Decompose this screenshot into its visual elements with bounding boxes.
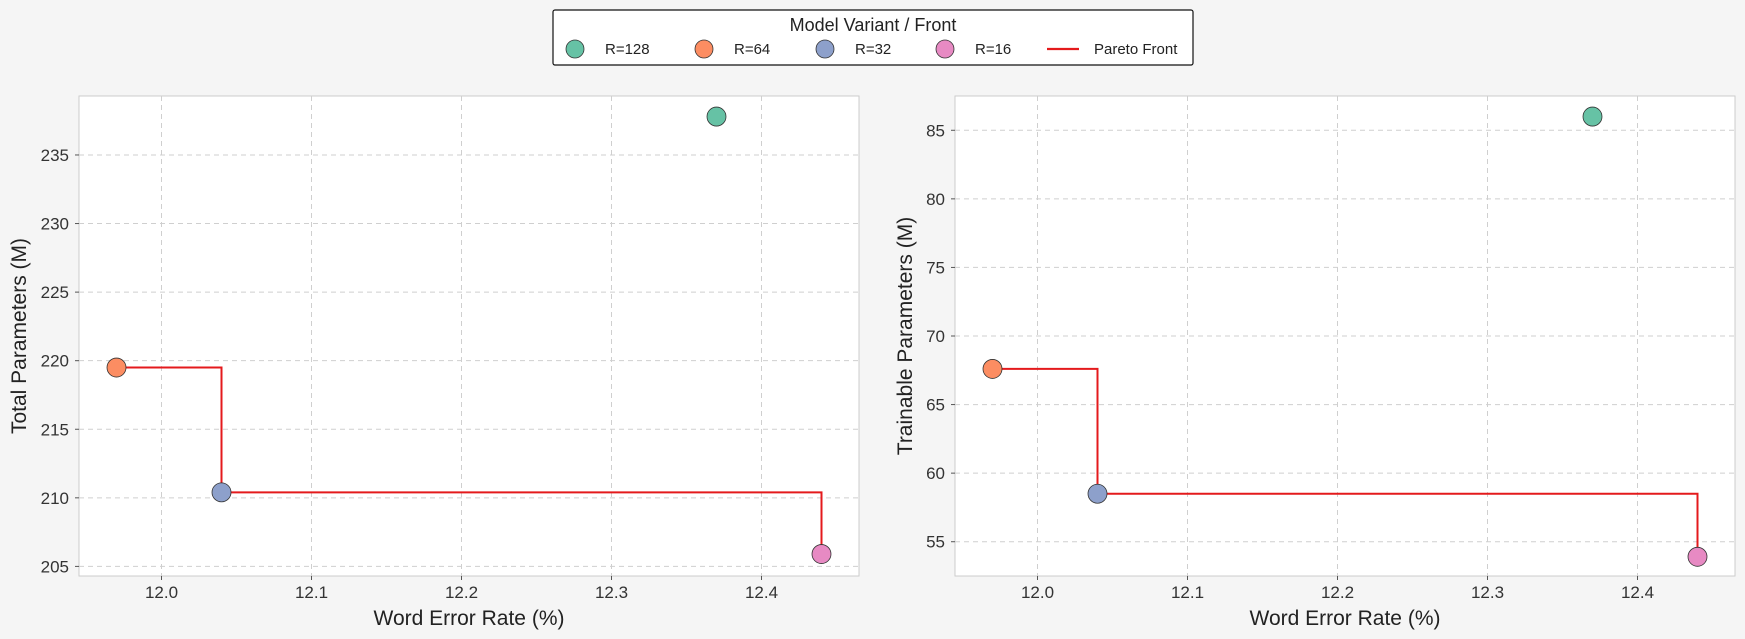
x-tick-label: 12.4: [745, 583, 778, 602]
legend-swatch-marker: [565, 39, 585, 59]
point-r-32: [1087, 483, 1108, 504]
point-r-16: [1687, 546, 1708, 567]
y-tick-label: 215: [41, 420, 69, 439]
x-tick-label: 12.2: [1321, 583, 1354, 602]
y-tick-labels: 205 210 215 220 225 230 235: [41, 146, 79, 576]
y-tick-label: 230: [41, 215, 69, 234]
y-tick-labels: 55 60 65 70 75 80 85: [926, 121, 955, 552]
x-axis-label: Word Error Rate (%): [374, 607, 565, 630]
y-axis-label: Trainable Parameters (M): [894, 217, 917, 455]
y-tick-label: 235: [41, 146, 69, 165]
y-tick-label: 65: [926, 396, 945, 415]
y-tick-label: 210: [41, 489, 69, 508]
legend-swatch-marker: [815, 39, 835, 59]
legend-items: R=128 R=64 R=32 R=16 Pareto Front: [565, 39, 1178, 59]
point-r-128: [706, 106, 727, 127]
y-tick-label: 80: [926, 190, 945, 209]
y-tick-label: 205: [41, 557, 69, 576]
y-tick-label: 55: [926, 533, 945, 552]
x-tick-label: 12.0: [1021, 583, 1054, 602]
point-r-32: [211, 482, 232, 503]
y-axis-label: Total Parameters (M): [8, 238, 31, 434]
y-tick-label: 85: [926, 121, 945, 140]
plot-area: [78, 95, 860, 577]
legend: Model Variant / Front R=128 R=64 R=32 R=16 P…: [552, 9, 1194, 66]
legend-item-r-128: R=128: [565, 39, 650, 59]
data-points: [106, 106, 832, 564]
x-tick-label: 12.3: [595, 583, 628, 602]
y-tick-label: 60: [926, 464, 945, 483]
x-tick-labels: 12.0 12.1 12.2 12.3 12.4: [1021, 576, 1654, 602]
point-r-64: [106, 357, 127, 378]
grid: [955, 96, 1735, 576]
point-r-128: [1582, 106, 1603, 127]
legend-label: R=64: [734, 41, 770, 58]
x-tick-label: 12.1: [1171, 583, 1204, 602]
x-tick-label: 12.3: [1471, 583, 1504, 602]
chart-panel-total-params: 12.0 12.1 12.2 12.3 12.4 205 210 215 220 225 230 23…: [8, 95, 860, 630]
y-tick-label: 220: [41, 352, 69, 371]
legend-swatch-marker: [935, 39, 955, 59]
legend-label: Pareto Front: [1094, 41, 1178, 58]
x-tick-label: 12.2: [445, 583, 478, 602]
legend-label: R=32: [855, 41, 891, 58]
point-r-16: [811, 544, 832, 564]
legend-item-r-16: R=16: [935, 39, 1011, 59]
x-tick-labels: 12.0 12.1 12.2 12.3 12.4: [145, 576, 778, 602]
legend-title: Model Variant / Front: [790, 15, 957, 35]
x-axis-label: Word Error Rate (%): [1250, 607, 1441, 630]
x-tick-label: 12.1: [295, 583, 328, 602]
x-tick-label: 12.4: [1621, 583, 1654, 602]
grid: [79, 96, 859, 576]
y-tick-label: 75: [926, 258, 945, 277]
legend-item-r-64: R=64: [694, 39, 770, 59]
legend-label: R=16: [975, 41, 1011, 58]
legend-item-r-32: R=32: [815, 39, 891, 59]
legend-label: R=128: [605, 41, 650, 58]
x-tick-label: 12.0: [145, 583, 178, 602]
y-tick-label: 225: [41, 283, 69, 302]
data-points: [982, 106, 1708, 567]
chart-panel-trainable-params: 12.0 12.1 12.2 12.3 12.4 55 60 65 70 75 80 85 Word E…: [894, 95, 1736, 630]
point-r-64: [982, 359, 1003, 379]
y-tick-label: 70: [926, 327, 945, 346]
legend-item-pareto-front: Pareto Front: [1047, 41, 1178, 58]
legend-swatch-marker: [694, 39, 714, 59]
